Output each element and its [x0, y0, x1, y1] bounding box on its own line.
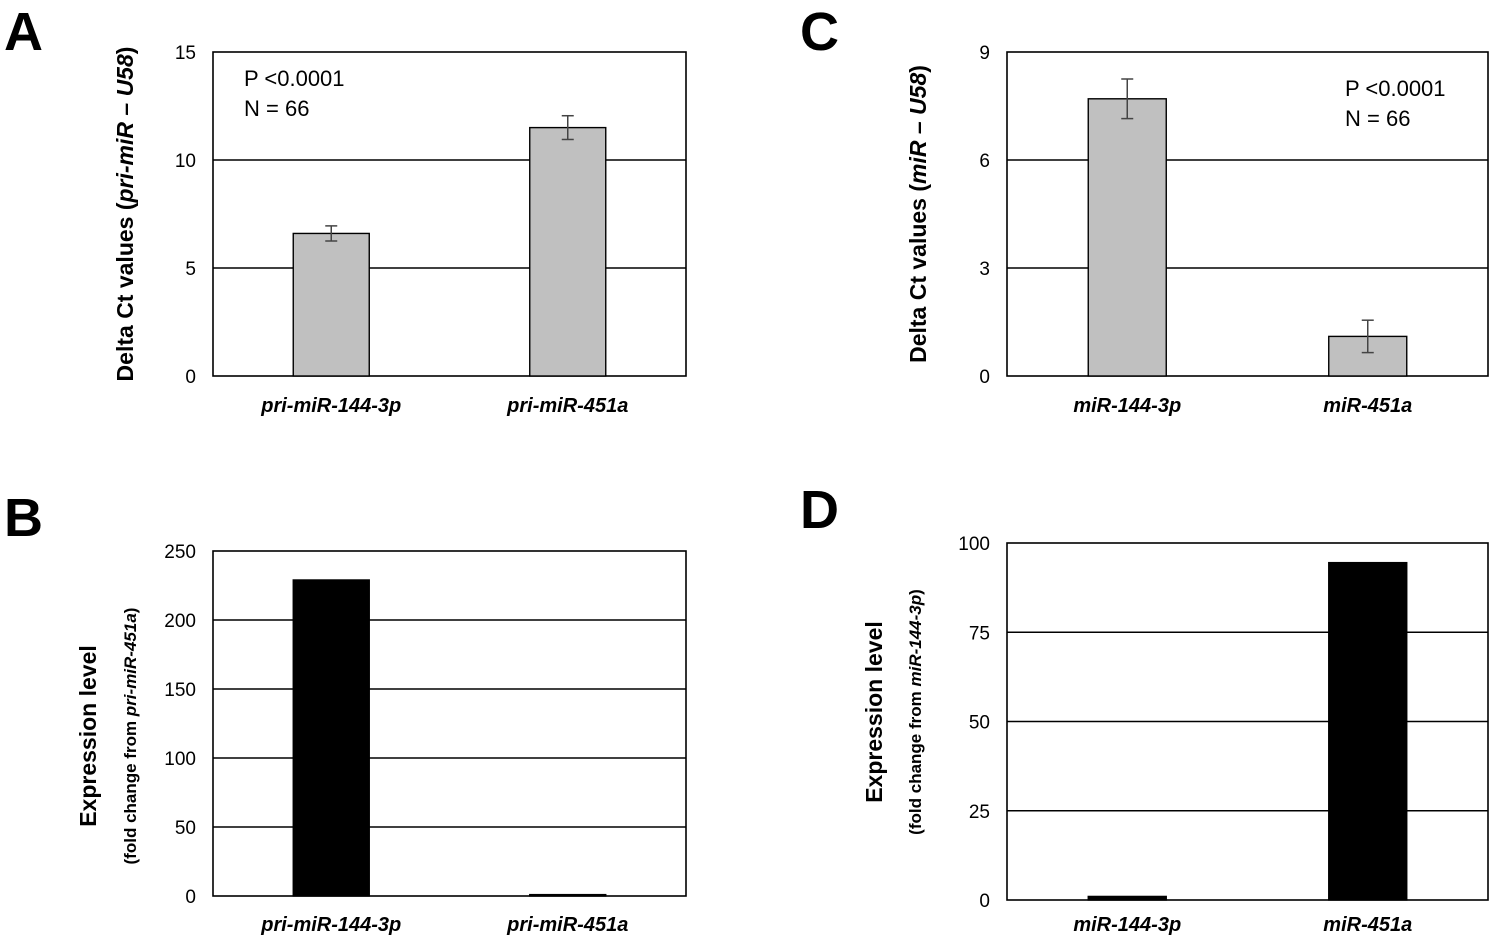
- panel-c-ytick-label: 0: [979, 367, 990, 388]
- panel-c-ytick-label: 9: [979, 43, 990, 64]
- panel-a-ytick-label: 15: [175, 43, 196, 64]
- panel-c-annotation: P <0.0001: [1345, 76, 1446, 101]
- panel-b-ylabel-sub-plain: fold change from: [121, 716, 140, 859]
- panel-b-ytick-label: 50: [175, 818, 196, 839]
- panel-b-category-label: pri-miR-451a: [506, 914, 628, 936]
- panel-b-ytick-label: 250: [164, 542, 196, 563]
- panel-a-ylabel-plain: Delta Ct values (: [112, 202, 138, 381]
- panel-d-ytick-label: 25: [969, 802, 990, 823]
- panel-c-ylabel-plain: Delta Ct values (: [905, 184, 931, 363]
- panel-d-ytick-label: 0: [979, 891, 990, 912]
- panel-b: B 0 50 100 150 200 250 pri-miR-144-3p pri-miR-45…: [4, 488, 687, 936]
- panel-a-ytick-label: 0: [185, 367, 196, 388]
- panel-d-ytick-label: 75: [969, 623, 990, 644]
- panel-d-ytick-label: 50: [969, 713, 990, 734]
- panel-d-category-label: miR-144-3p: [1073, 914, 1181, 936]
- panel-c-ylabel: Delta Ct values (miR – U58): [905, 65, 931, 363]
- panel-b-ytick-label: 150: [164, 680, 196, 701]
- panel-b-ytick-label: 200: [164, 611, 196, 632]
- panel-c-bar-1: [1087, 98, 1167, 377]
- panel-c-category-label: miR-451a: [1323, 395, 1412, 417]
- panel-c-ytick-label: 3: [979, 259, 990, 280]
- panel-b-ylabel: Expression level: [75, 645, 101, 827]
- panel-a-ytick-label: 5: [185, 259, 196, 280]
- panel-d-ytick-label: 100: [958, 534, 990, 555]
- panel-b-ylabel-sub-open: (: [121, 858, 140, 864]
- panel-b-ytick-label: 0: [185, 887, 196, 908]
- panel-a-ytick-label: 10: [175, 151, 196, 172]
- panel-a-ylabel: Delta Ct values (pri-miR – U58): [112, 47, 138, 382]
- panel-b-ytick-label: 100: [164, 749, 196, 770]
- panel-c-letter: C: [800, 2, 839, 62]
- panel-b-letter: B: [4, 488, 43, 548]
- panel-a-bar-2: [529, 126, 607, 377]
- panel-d-category-label: miR-451a: [1323, 914, 1412, 936]
- panel-d-ylabel: Expression level: [861, 621, 887, 803]
- panel-d-ylabel-sub-plain: fold change from: [906, 687, 925, 830]
- panel-a-bar-1: [292, 232, 370, 377]
- panel-c-ylabel-italic: miR – U58: [905, 73, 931, 184]
- panel-a-annotation: P <0.0001: [244, 66, 345, 91]
- panel-a-letter: A: [4, 2, 43, 62]
- panel-b-bar-1: [292, 579, 370, 897]
- panel-d-bar-1: [1087, 895, 1167, 901]
- panel-a-ylabel-italic: pri-miR – U58: [112, 54, 138, 203]
- panel-b-category-label: pri-miR-144-3p: [260, 914, 401, 936]
- panel-a-plot-frame: [212, 51, 687, 377]
- panel-d-ylabel-sub-italic: miR-144-3p: [906, 595, 925, 687]
- panel-b-ylabel-sub: (fold change from pri-miR-451a): [121, 608, 140, 865]
- panel-d-ylabel-sub-close: ): [906, 589, 925, 595]
- panel-a-category-label: pri-miR-144-3p: [260, 395, 401, 417]
- panel-b-bar-2: [529, 893, 607, 897]
- panel-a-ylabel-close: ): [112, 47, 138, 55]
- panel-c-ylabel-close: ): [905, 65, 931, 73]
- panel-a-category-label: pri-miR-451a: [506, 395, 628, 417]
- panel-c-ytick-label: 6: [979, 151, 990, 172]
- panel-d: D 0 25 50 75 100 miR-144-3p miR-451a Expression …: [800, 480, 1489, 936]
- panel-d-bar-2: [1328, 561, 1408, 901]
- panel-c-category-label: miR-144-3p: [1073, 395, 1181, 417]
- panel-c: C 0 3 6 9 miR-144-3p miR-451a Delta Ct values (…: [800, 2, 1489, 417]
- panel-d-ylabel-sub-open: (: [906, 829, 925, 835]
- panel-c-plot-frame: [1006, 51, 1489, 377]
- panel-a: A 0 5 10 15 pri-miR-144-3p pri-miR-451a Delta C…: [4, 2, 687, 417]
- panel-a-annotation: N = 66: [244, 96, 309, 121]
- panel-b-plot-frame: [212, 550, 687, 897]
- panel-d-letter: D: [800, 480, 839, 540]
- panel-b-ylabel-sub-close: ): [121, 608, 140, 614]
- panel-c-annotation: N = 66: [1345, 106, 1410, 131]
- panel-b-ylabel-sub-italic: pri-miR-451a: [121, 613, 140, 717]
- panel-d-plot-frame: [1006, 542, 1489, 901]
- panel-d-ylabel-sub: (fold change from miR-144-3p): [906, 589, 925, 835]
